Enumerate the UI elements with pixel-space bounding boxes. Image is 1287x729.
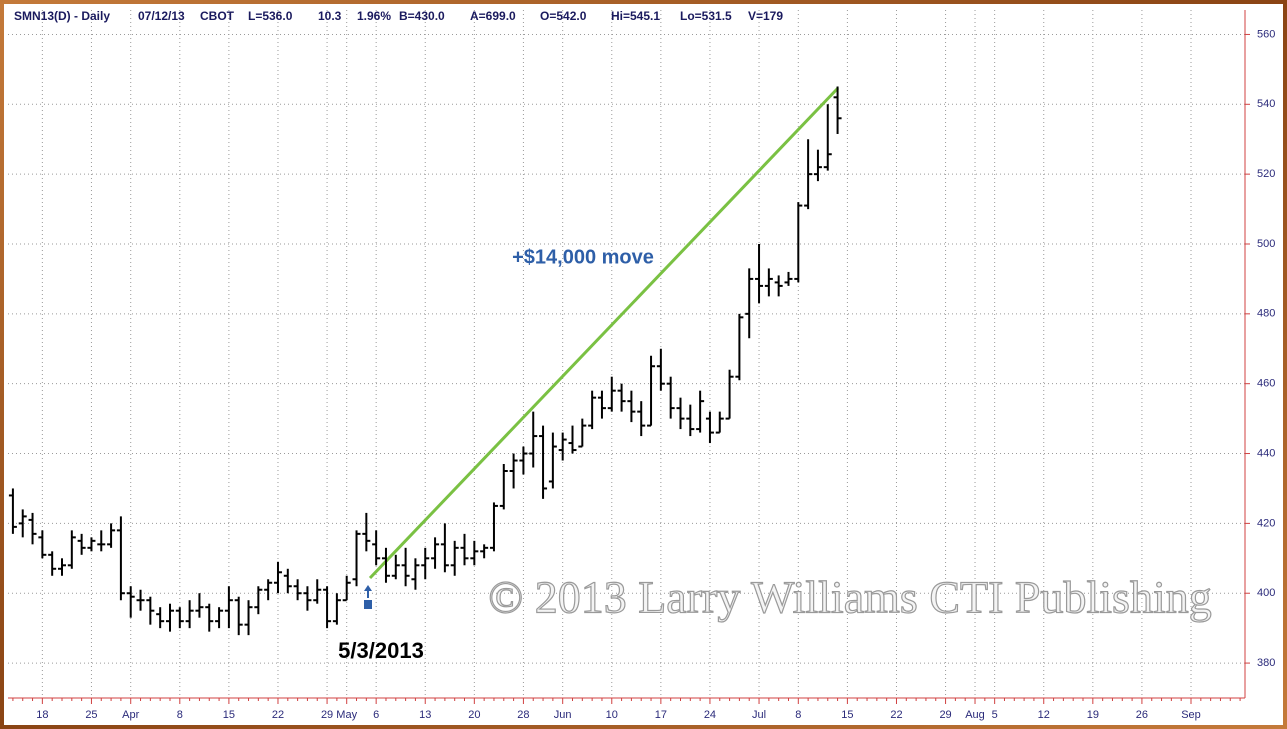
- header-item: O=542.0: [540, 9, 587, 23]
- header-item: 1.96%: [357, 9, 391, 23]
- trend-line: [368, 86, 840, 580]
- x-tick-label: 17: [655, 709, 667, 721]
- y-tick-label: 400: [1257, 587, 1275, 599]
- y-tick-label: 380: [1257, 657, 1275, 669]
- y-tick-label: 540: [1257, 98, 1275, 110]
- x-tick-label: 28: [517, 709, 529, 721]
- x-tick-label: May: [336, 709, 357, 721]
- y-tick-label: 440: [1257, 447, 1275, 459]
- x-tick-label: 22: [890, 709, 902, 721]
- marker-box: [364, 600, 372, 609]
- x-tick-label: 8: [795, 709, 801, 721]
- x-tick-label: 12: [1038, 709, 1050, 721]
- entry-marker: [364, 585, 372, 609]
- x-tick-label: 8: [177, 709, 183, 721]
- x-tick-label: 6: [373, 709, 379, 721]
- header-item: L=536.0: [248, 9, 293, 23]
- y-tick-label: 560: [1257, 28, 1275, 40]
- x-tick-label: Sep: [1181, 709, 1201, 721]
- header-item: B=430.0: [399, 9, 445, 23]
- x-tick-label: Jun: [554, 709, 572, 721]
- x-tick-label: 18: [36, 709, 48, 721]
- x-tick-label: Aug: [965, 709, 985, 721]
- header-item: A=699.0: [470, 9, 516, 23]
- header-item: V=179: [748, 9, 783, 23]
- x-tick-label: 29: [939, 709, 951, 721]
- x-tick-label: 20: [468, 709, 480, 721]
- x-tick-label: 26: [1136, 709, 1148, 721]
- header: SMN13(D) - Daily 07/12/13 CBOT L=536.0 10.3 1…: [14, 9, 783, 23]
- watermark: © 2013 Larry Williams CTI Publishing: [488, 572, 1212, 623]
- chart-background: [4, 4, 1283, 725]
- x-tick-label: 5: [992, 709, 998, 721]
- x-tick-label: 15: [223, 709, 235, 721]
- header-item: 10.3: [318, 9, 342, 23]
- x-tick-label: 22: [272, 709, 284, 721]
- date-annotation: 5/3/2013: [338, 638, 424, 663]
- header-item: 07/12/13: [138, 9, 185, 23]
- x-tick-label: 13: [419, 709, 431, 721]
- y-tick-label: 420: [1257, 517, 1275, 529]
- header-item: Hi=545.1: [611, 9, 660, 23]
- y-tick-label: 460: [1257, 378, 1275, 390]
- x-tick-label: 24: [704, 709, 716, 721]
- y-tick-label: 500: [1257, 238, 1275, 250]
- move-annotation: +$14,000 move: [512, 246, 654, 268]
- y-tick-label: 480: [1257, 308, 1275, 320]
- x-tick-label: Jul: [752, 709, 766, 721]
- x-tick-label: Apr: [122, 709, 139, 721]
- x-tick-label: 15: [841, 709, 853, 721]
- header-item: CBOT: [200, 9, 235, 23]
- x-tick-label: 10: [606, 709, 618, 721]
- bars: [8, 86, 842, 636]
- header-item: Lo=531.5: [680, 9, 732, 23]
- header-item: SMN13(D) - Daily: [14, 9, 110, 23]
- x-tick-label: 29: [321, 709, 333, 721]
- y-tick-label: 520: [1257, 168, 1275, 180]
- x-tick-label: 19: [1087, 709, 1099, 721]
- marker-arrow-head: [364, 585, 372, 591]
- x-tick-label: 25: [85, 709, 97, 721]
